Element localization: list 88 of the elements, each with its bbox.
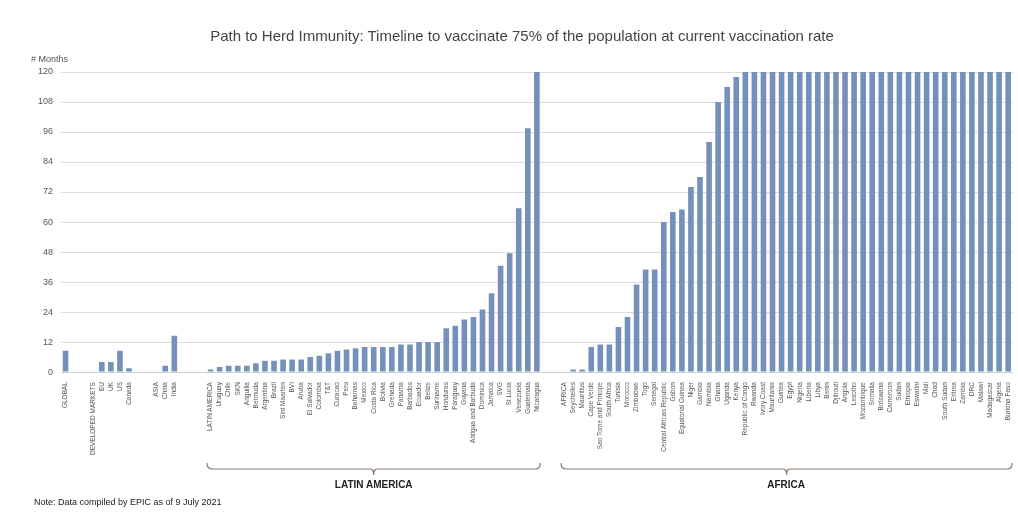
bar [987, 72, 993, 372]
bar [579, 369, 585, 372]
bar [660, 222, 667, 372]
bar [325, 353, 332, 372]
bar [534, 72, 540, 372]
text: LATIN AMERICA [334, 479, 413, 490]
y-tick-label: 48 [43, 246, 54, 257]
bar [851, 72, 857, 372]
bar [651, 269, 658, 372]
bar [733, 77, 740, 372]
bar [515, 208, 522, 372]
bar [588, 347, 595, 372]
bar [253, 363, 259, 372]
y-tick-label: 108 [37, 96, 54, 107]
bar [280, 359, 286, 372]
bar [171, 335, 178, 372]
y-tick-label: 12 [43, 336, 54, 347]
bar [878, 72, 885, 372]
bar [98, 362, 105, 372]
bar [679, 209, 685, 372]
bar [960, 72, 966, 372]
bar [262, 360, 268, 372]
y-tick-label: 120 [37, 66, 54, 77]
bar [796, 72, 803, 372]
bar [842, 72, 848, 372]
bar [697, 177, 703, 372]
bar [234, 365, 241, 372]
bar [398, 344, 404, 372]
bar [615, 327, 622, 372]
y-tick-label: 72 [43, 186, 54, 197]
bar [370, 347, 377, 372]
bar [470, 317, 477, 372]
bar [833, 72, 839, 372]
bar [271, 360, 277, 372]
bar [108, 362, 114, 372]
y-tick-label: 60 [43, 216, 54, 227]
bar [950, 72, 957, 372]
bar [225, 365, 232, 372]
bar [216, 367, 223, 372]
bar [670, 212, 676, 372]
bar [570, 369, 576, 372]
text: AFRICA [767, 479, 805, 490]
bar [389, 347, 395, 372]
bar [860, 72, 866, 372]
bar [289, 359, 295, 372]
bar [425, 342, 431, 372]
y-tick-label: 96 [43, 126, 54, 137]
y-tick-label: 24 [43, 306, 54, 317]
bar [869, 72, 876, 372]
bar [434, 342, 440, 372]
bar [407, 344, 413, 372]
bar [334, 350, 341, 372]
bar [688, 187, 694, 372]
bar [724, 87, 731, 372]
bar [815, 72, 821, 372]
y-tick-label: 84 [43, 156, 54, 167]
bar [62, 350, 69, 372]
bar [207, 369, 214, 372]
bar [307, 357, 314, 372]
bar [706, 142, 712, 372]
bar [443, 328, 450, 372]
bar [996, 72, 1002, 372]
bar [969, 72, 975, 372]
bar [1005, 72, 1011, 372]
bar [488, 293, 495, 372]
bar [978, 72, 984, 372]
y-tick-label: 0 [48, 366, 54, 377]
bar [452, 325, 459, 372]
chart-title: Path to Herd Immunity: Timeline to vaccinate 75% of the population at current vaccination rate [210, 27, 834, 45]
text: Note: Data compiled by EPIC as of 9 July 2021 [34, 497, 222, 507]
bar [162, 365, 169, 372]
bar [524, 128, 531, 372]
bar [416, 342, 422, 372]
bar [117, 350, 123, 372]
bar [624, 317, 631, 372]
bar [126, 368, 132, 372]
bar [316, 355, 323, 372]
bar [298, 359, 305, 372]
bar [824, 72, 830, 372]
bar [715, 102, 721, 372]
bar [244, 365, 250, 372]
y-axis-title: # Months [31, 53, 69, 64]
bar [361, 347, 368, 372]
bar [805, 72, 812, 372]
bar [352, 348, 359, 372]
bar [379, 347, 386, 372]
y-tick-label: 36 [43, 276, 54, 287]
bar [941, 72, 948, 372]
